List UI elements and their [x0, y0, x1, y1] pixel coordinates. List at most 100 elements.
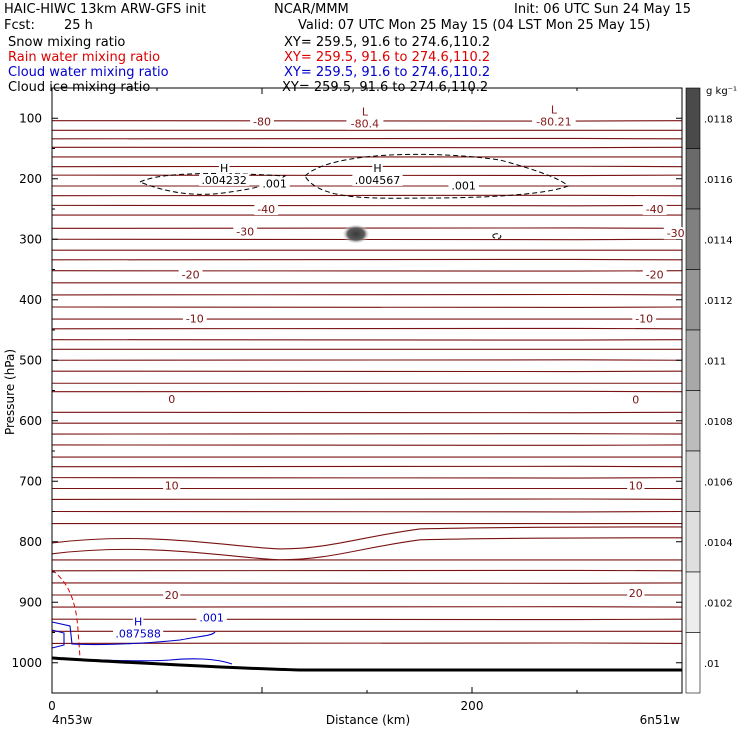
isotherm-label-bg: [254, 203, 279, 216]
extremum-value-label: .004567: [355, 174, 401, 187]
field-cloudwater-name: Cloud water mixing ratio: [8, 65, 169, 80]
isotherm-label-bg: [178, 268, 203, 281]
extremum-type-label: H: [134, 616, 142, 629]
terrain-surface: [51, 656, 682, 672]
isotherm-line: [51, 338, 683, 341]
isotherm-label-bg: [663, 227, 688, 240]
header-valid-time: Valid: 07 UTC Mon 25 May 15 (04 LST Mon …: [298, 18, 651, 33]
isotherm-line: [51, 293, 683, 296]
isotherm-line: [51, 269, 683, 272]
isotherm-line: [51, 258, 683, 261]
extremum-type-label-bg: [218, 161, 230, 174]
isotherm-label: -80: [253, 115, 271, 128]
header-fcst-value: 25 h: [64, 18, 93, 33]
cloud-water-contour-inner: [51, 629, 65, 649]
isotherm-label: 10: [629, 480, 643, 493]
extremum-type-label: L: [551, 103, 558, 116]
isotherm-label-bg: [642, 268, 667, 281]
isotherm-line: [51, 238, 683, 241]
colorbar-swatch: [685, 87, 701, 149]
isotherm-line: [51, 204, 683, 207]
isotherm-label: -40: [257, 203, 275, 216]
rain-water-contour: [51, 569, 81, 661]
y-tick-label: 100: [19, 111, 42, 125]
isotherm-line: [51, 174, 683, 177]
field-cloudwater-xy: XY= 259.5, 91.6 to 274.6,110.2: [284, 65, 491, 80]
isotherm-label: -10: [186, 313, 204, 326]
isotherm-line: [51, 433, 683, 436]
colorbar-unit: g kg⁻¹: [706, 86, 737, 97]
mixing-ratio-contour-label: .001: [199, 611, 224, 624]
isotherm-line: [51, 146, 683, 149]
extremum-value-label: .087588: [115, 628, 161, 641]
y-tick-label: 500: [19, 353, 42, 367]
colorbar-label: .011: [704, 356, 726, 367]
y-tick-label: 300: [19, 232, 42, 246]
colorbar-swatch: [685, 329, 701, 391]
isotherm-label-bg: [642, 203, 667, 216]
isotherm-line: [51, 443, 683, 446]
isotherm-line: [51, 476, 683, 479]
y-tick-label: 700: [19, 474, 42, 488]
cloud-ice-shaded-region: [342, 224, 370, 244]
isotherm-line: [51, 498, 683, 501]
isotherm-line: [51, 618, 683, 621]
extremum-type-label: L: [362, 106, 369, 119]
isotherm-line: [51, 411, 683, 414]
colorbar-label: .0106: [704, 477, 733, 488]
isotherm-line: [51, 359, 683, 362]
isotherm-label-bg: [630, 393, 642, 406]
extremum-value-label-bg: [532, 115, 576, 128]
isotherm-line: [51, 306, 683, 308]
isotherm-label: 20: [165, 589, 179, 602]
y-tick-label: 800: [19, 535, 42, 549]
mixing-ratio-contour-label-bg: [448, 179, 479, 192]
y-tick-label: 400: [19, 293, 42, 307]
isotherm-line: [51, 526, 683, 550]
x-tick-label: 200: [461, 699, 484, 713]
isotherm-line: [51, 327, 683, 330]
snow-contour-right: [304, 153, 569, 199]
isotherm-label-bg: [163, 589, 181, 602]
isotherm-label: 20: [629, 587, 643, 600]
isotherm-label: -30: [236, 225, 254, 238]
colorbar-label: .0108: [704, 417, 733, 428]
x-tick-label: 0: [48, 699, 56, 713]
isotherm-line: [51, 537, 683, 561]
extremum-type-label: H: [373, 162, 381, 175]
y-axis-title: Pressure (hPa): [3, 349, 17, 435]
header-title: HAIC-HIWC 13km ARW-GFS init: [4, 2, 206, 17]
isotherm-line: [51, 510, 683, 513]
y-tick-label: 900: [19, 595, 42, 609]
extremum-type-label-bg: [372, 161, 383, 174]
x-axis-title: Distance (km): [326, 713, 410, 727]
isotherm-label: -20: [646, 268, 664, 281]
colorbar-label: .0102: [704, 598, 733, 609]
extremum-value-label: .004232: [201, 174, 247, 187]
isotherm-label-bg: [632, 312, 657, 325]
endpoint-right: 6n51w: [640, 713, 681, 727]
isotherm-label: -10: [635, 313, 653, 326]
isotherm-line: [51, 194, 683, 197]
extremum-value-label-bg: [346, 117, 384, 130]
isotherm-label-bg: [233, 225, 258, 238]
colorbar-swatch: [685, 511, 701, 573]
isotherm-label-bg: [163, 479, 181, 492]
isotherm-line: [51, 569, 683, 572]
extremum-value-label: -80.4: [351, 118, 379, 131]
extremum-value-label-bg: [113, 627, 164, 640]
header-fcst-label: Fcst:: [4, 18, 35, 33]
y-tick-label: 600: [19, 414, 42, 428]
isotherm-line: [51, 370, 683, 373]
colorbar-swatch: [685, 571, 701, 633]
colorbar-swatch: [685, 632, 701, 694]
extremum-type-label-bg: [548, 103, 560, 116]
colorbar-label: .01: [704, 659, 720, 670]
isotherm-label: -20: [182, 268, 200, 281]
isotherm-label-bg: [250, 115, 274, 128]
isotherm-line: [51, 137, 683, 140]
colorbar-swatch: [685, 390, 701, 452]
